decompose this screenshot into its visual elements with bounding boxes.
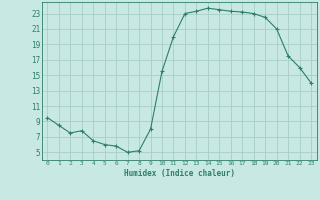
X-axis label: Humidex (Indice chaleur): Humidex (Indice chaleur)	[124, 169, 235, 178]
